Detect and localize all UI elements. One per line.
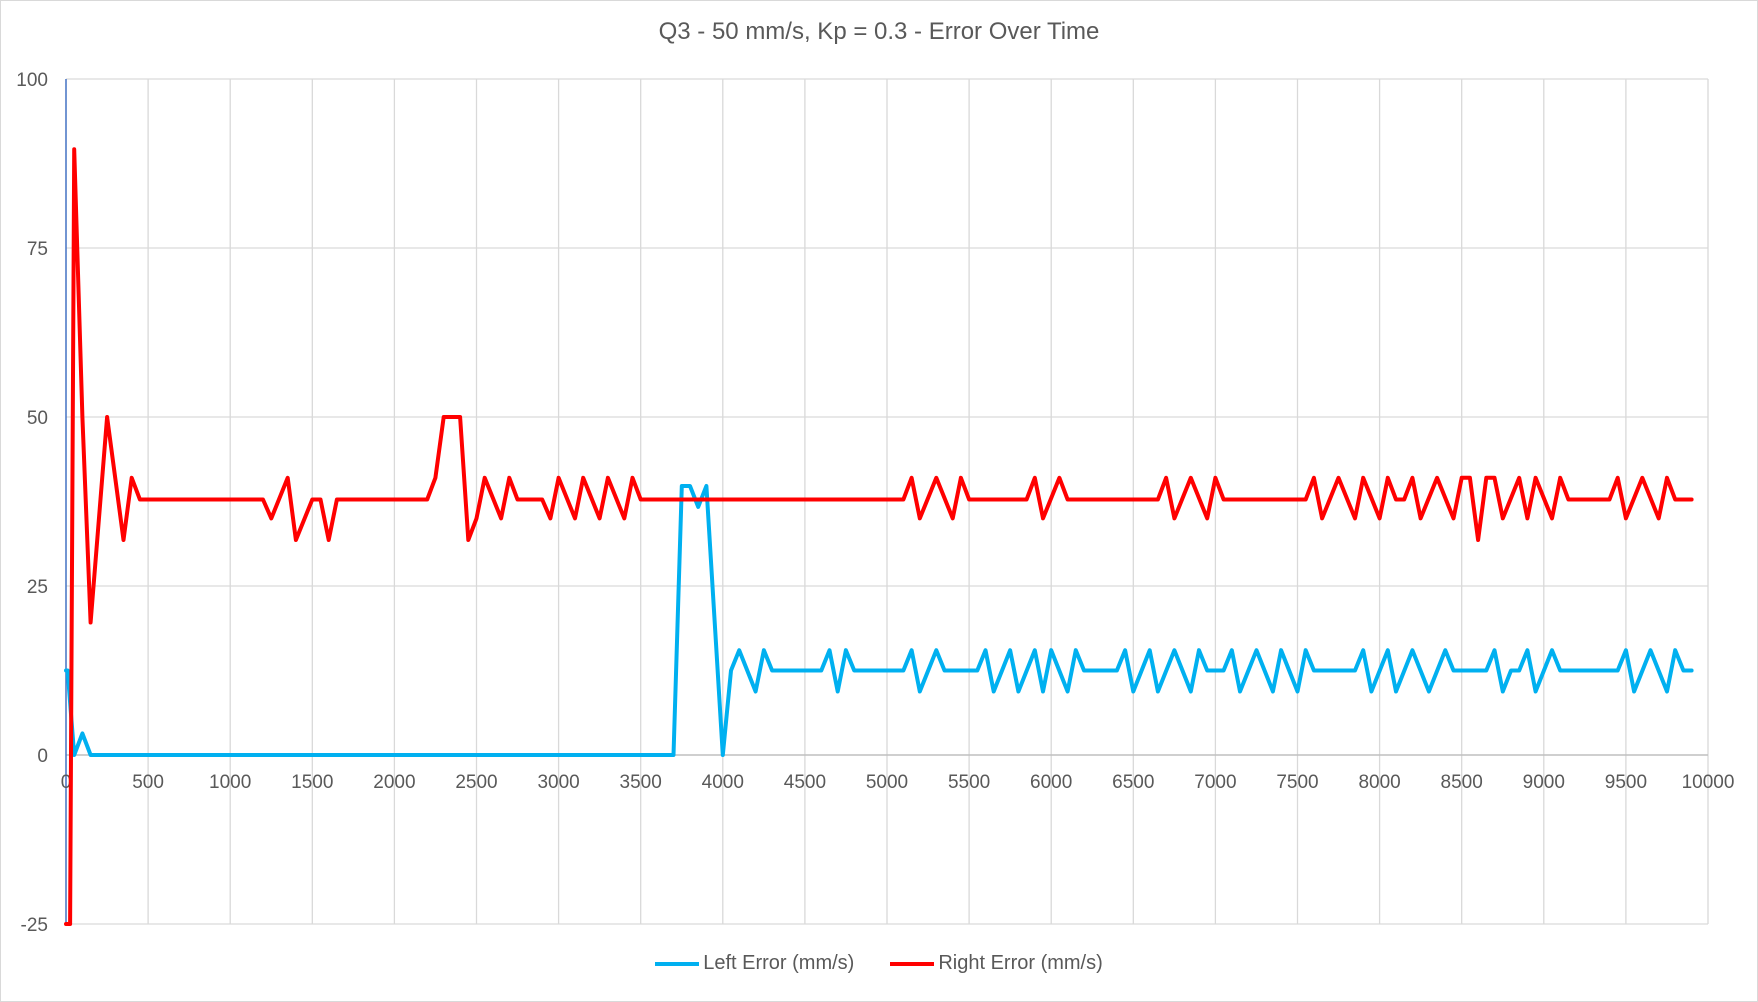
y-tick-label: 75	[27, 239, 48, 260]
legend-label-left-error: Left Error (mm/s)	[703, 952, 855, 974]
y-tick-label: 0	[37, 746, 48, 767]
x-tick-label: 8000	[1358, 772, 1400, 793]
x-tick-label: 3000	[537, 772, 579, 793]
x-tick-label: 7500	[1276, 772, 1318, 793]
x-tick-label: 2500	[455, 772, 497, 793]
legend-swatch-right-error	[890, 961, 935, 966]
x-tick-label: 2000	[373, 772, 415, 793]
legend-item-left-error: Left Error (mm/s)	[655, 952, 854, 975]
x-tick-label: 5500	[948, 772, 990, 793]
legend-label-right-error: Right Error (mm/s)	[938, 952, 1103, 974]
x-tick-label: 4000	[702, 772, 744, 793]
x-tick-label: 5000	[866, 772, 908, 793]
x-tick-label: 10000	[1682, 772, 1735, 793]
x-tick-label: 9000	[1523, 772, 1565, 793]
x-tick-label: 9500	[1605, 772, 1647, 793]
x-tick-label: 0	[61, 772, 72, 793]
x-tick-label: 4500	[784, 772, 826, 793]
x-tick-label: 1500	[291, 772, 333, 793]
legend-swatch-left-error	[655, 961, 700, 966]
x-tick-label: 500	[132, 772, 164, 793]
chart-title: Q3 - 50 mm/s, Kp = 0.3 - Error Over Time	[658, 18, 1100, 45]
y-tick-label: 100	[16, 70, 48, 91]
x-tick-label: 7000	[1194, 772, 1236, 793]
y-tick-label: 50	[27, 408, 48, 429]
legend: Left Error (mm/s) Right Error (mm/s)	[0, 952, 1758, 975]
series-line-left-error	[64, 484, 1694, 757]
x-tick-label: 3500	[620, 772, 662, 793]
y-tick-label: 25	[27, 577, 48, 598]
x-tick-label: 6500	[1112, 772, 1154, 793]
x-tick-label: 6000	[1030, 772, 1072, 793]
series-line-right-error	[64, 147, 1694, 926]
x-tick-label: 1000	[209, 772, 251, 793]
y-tick-label: -25	[21, 915, 48, 936]
legend-item-right-error: Right Error (mm/s)	[890, 952, 1103, 975]
x-tick-label: 8500	[1441, 772, 1483, 793]
